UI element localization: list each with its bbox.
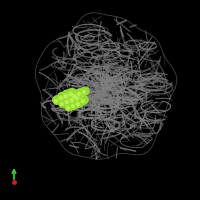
Circle shape xyxy=(76,89,84,97)
Circle shape xyxy=(59,97,62,100)
Circle shape xyxy=(80,96,88,104)
Circle shape xyxy=(64,95,67,98)
Circle shape xyxy=(67,107,69,109)
Circle shape xyxy=(65,103,73,111)
Circle shape xyxy=(70,90,80,99)
Circle shape xyxy=(71,105,74,108)
Circle shape xyxy=(72,95,75,98)
Circle shape xyxy=(75,97,78,100)
Circle shape xyxy=(81,100,84,103)
Circle shape xyxy=(54,100,57,103)
Circle shape xyxy=(77,93,80,96)
Circle shape xyxy=(68,94,78,104)
Circle shape xyxy=(65,101,68,104)
Circle shape xyxy=(83,91,85,93)
Circle shape xyxy=(64,97,72,106)
Circle shape xyxy=(70,101,78,109)
Circle shape xyxy=(74,92,83,102)
Circle shape xyxy=(69,93,72,96)
Circle shape xyxy=(58,92,66,102)
Circle shape xyxy=(60,103,63,106)
Circle shape xyxy=(59,99,67,107)
Circle shape xyxy=(68,88,76,98)
Circle shape xyxy=(76,103,79,106)
Circle shape xyxy=(62,90,72,100)
Circle shape xyxy=(70,99,73,102)
Circle shape xyxy=(74,98,84,108)
Circle shape xyxy=(53,96,61,104)
Circle shape xyxy=(81,87,89,95)
